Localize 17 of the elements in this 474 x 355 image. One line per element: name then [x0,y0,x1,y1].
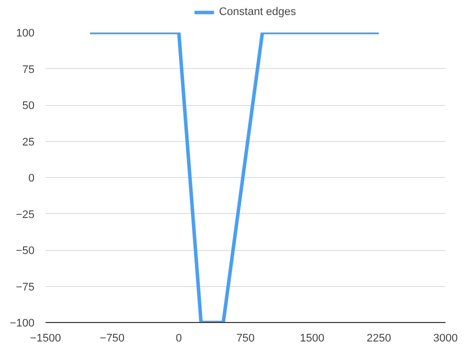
x-tick-label: 2250 [366,332,392,344]
y-tick-label: 25 [22,136,35,148]
x-tick-label: −750 [100,332,125,344]
legend-label: Constant edges [218,6,296,18]
y-tick-label: −100 [10,318,35,330]
x-tick-label: 1500 [300,332,324,344]
y-tick-label: −75 [16,281,35,294]
y-tick-label: 0 [28,172,35,184]
y-tick-label: 50 [22,100,35,112]
y-tick-label: 100 [16,28,35,40]
x-tick-label: −1500 [30,332,61,344]
x-tick-label: 3000 [433,332,458,344]
x-tick-label: 750 [236,332,255,344]
y-tick-label: 75 [22,64,35,76]
y-tick-label: −25 [16,208,35,221]
x-tick-label: 0 [176,332,182,344]
y-tick-label: −50 [16,245,35,257]
